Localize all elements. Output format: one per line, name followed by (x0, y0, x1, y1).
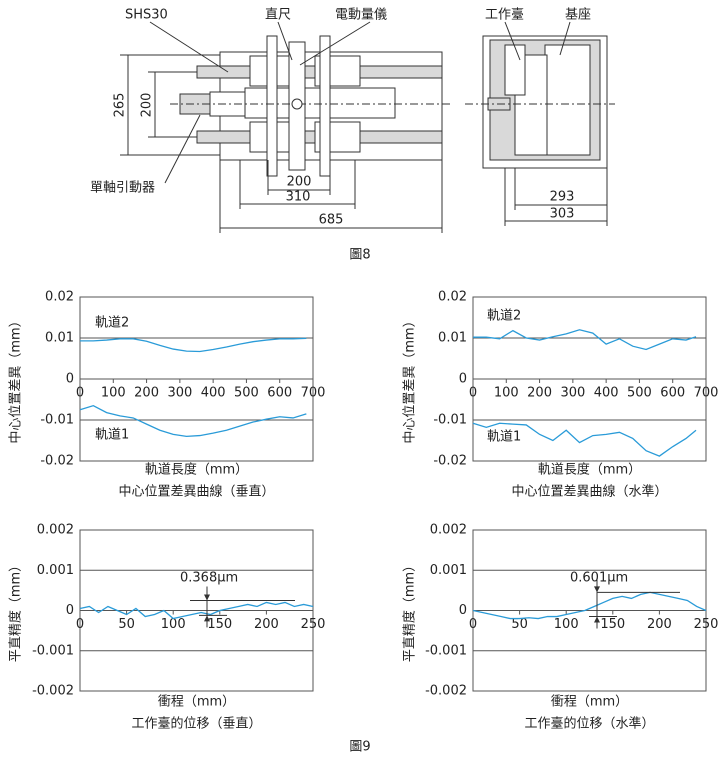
x-tick-label: 200 (254, 617, 279, 632)
y-tick-label: 0.002 (430, 523, 467, 538)
series-line (80, 337, 307, 353)
y-tick-label: 0 (66, 603, 74, 618)
x-tick-label: 250 (694, 617, 719, 632)
dimension: 265 (113, 93, 128, 118)
dimension: 293 (550, 190, 575, 205)
y-tick-label: -0.02 (433, 454, 467, 469)
series-line (473, 329, 697, 351)
label: SHS30 (125, 8, 168, 23)
y-axis-title: 平直精度（mm） (8, 559, 24, 662)
y-tick-label: 0.01 (438, 331, 467, 346)
x-tick-label: 150 (600, 617, 625, 632)
x-tick-label: 0 (76, 386, 84, 401)
series-label: 軌道2 (487, 308, 521, 324)
chart-title: 中心位置差異曲線（垂直） (118, 484, 274, 500)
x-tick-label: 500 (234, 386, 259, 401)
series-line (472, 591, 707, 620)
annotation: 0.368μm (180, 571, 238, 586)
y-tick-label: -0.002 (32, 684, 74, 699)
y-tick-label: 0 (459, 372, 467, 387)
y-tick-label: -0.001 (425, 643, 467, 658)
y-tick-label: -0.01 (40, 413, 74, 428)
x-tick-label: 700 (301, 386, 326, 401)
dimension: 200 (287, 175, 312, 190)
y-tick-label: 0.001 (37, 563, 74, 578)
x-tick-label: 600 (660, 386, 685, 401)
x-tick-label: 100 (494, 386, 519, 401)
y-tick-label: 0 (66, 372, 74, 387)
series-line (472, 422, 697, 457)
label: 基座 (565, 8, 591, 23)
chart-title: 工作臺的位移（垂直） (131, 716, 261, 732)
x-tick-label: 0 (469, 386, 477, 401)
x-tick-label: 150 (207, 617, 232, 632)
annotation: 0.601μm (570, 571, 628, 586)
x-tick-label: 200 (647, 617, 672, 632)
x-tick-label: 400 (201, 386, 226, 401)
y-axis-title: 平直精度（mm） (402, 559, 418, 662)
dimension: 685 (319, 213, 344, 228)
label: 單軸引動器 (90, 181, 155, 196)
y-tick-label: 0.002 (37, 523, 74, 538)
x-axis-title: 衝程（mm） (551, 695, 628, 710)
chart-title: 工作臺的位移（水準） (524, 716, 654, 732)
x-tick-label: 600 (267, 386, 292, 401)
x-tick-label: 300 (560, 386, 585, 401)
x-tick-label: 700 (694, 386, 719, 401)
series-line (79, 404, 307, 438)
y-tick-label: -0.001 (32, 643, 74, 658)
label: 工作臺 (485, 8, 524, 23)
y-tick-label: -0.01 (433, 413, 467, 428)
x-tick-label: 50 (511, 617, 528, 632)
x-tick-label: 100 (101, 386, 126, 401)
series-label: 軌道1 (95, 427, 129, 443)
x-tick-label: 50 (118, 617, 135, 632)
x-tick-label: 200 (527, 386, 552, 401)
chart-title: 中心位置差異曲線（水準） (511, 484, 667, 500)
y-tick-label: 0.01 (45, 331, 74, 346)
x-tick-label: 200 (134, 386, 159, 401)
x-tick-label: 500 (627, 386, 652, 401)
x-axis-title: 軌道長度（mm） (538, 462, 641, 478)
x-axis-title: 軌道長度（mm） (145, 462, 248, 478)
caption: 圖9 (349, 740, 370, 755)
annotation-arrow (204, 594, 210, 622)
dimension-lines (120, 21, 608, 233)
y-tick-label: 0.001 (430, 563, 467, 578)
dimension: 200 (140, 93, 155, 118)
y-tick-label: -0.002 (425, 684, 467, 699)
x-tick-label: 250 (301, 617, 326, 632)
label: 直尺 (265, 8, 291, 23)
x-tick-label: 400 (594, 386, 619, 401)
caption: 圖8 (349, 248, 370, 263)
y-tick-label: 0.02 (45, 290, 74, 305)
dimension: 310 (286, 190, 311, 205)
series-label: 軌道1 (487, 429, 521, 445)
x-axis-title: 衝程（mm） (158, 695, 235, 710)
x-tick-label: 100 (161, 617, 186, 632)
series-line (79, 601, 314, 620)
y-tick-label: 0.02 (438, 290, 467, 305)
x-tick-label: 100 (554, 617, 579, 632)
top-view-diagram (170, 35, 450, 177)
y-tick-label: 0 (459, 603, 467, 618)
y-tick-label: -0.02 (40, 454, 74, 469)
x-tick-label: 0 (469, 617, 477, 632)
x-tick-label: 300 (167, 386, 192, 401)
y-axis-title: 中心位置差異（mm） (9, 314, 24, 443)
side-view-diagram (465, 35, 615, 169)
label: 電動量儀 (335, 8, 387, 23)
series-label: 軌道2 (95, 315, 129, 331)
y-axis-title: 中心位置差異（mm） (403, 314, 418, 443)
dimension: 303 (550, 207, 575, 222)
x-tick-label: 0 (76, 617, 84, 632)
